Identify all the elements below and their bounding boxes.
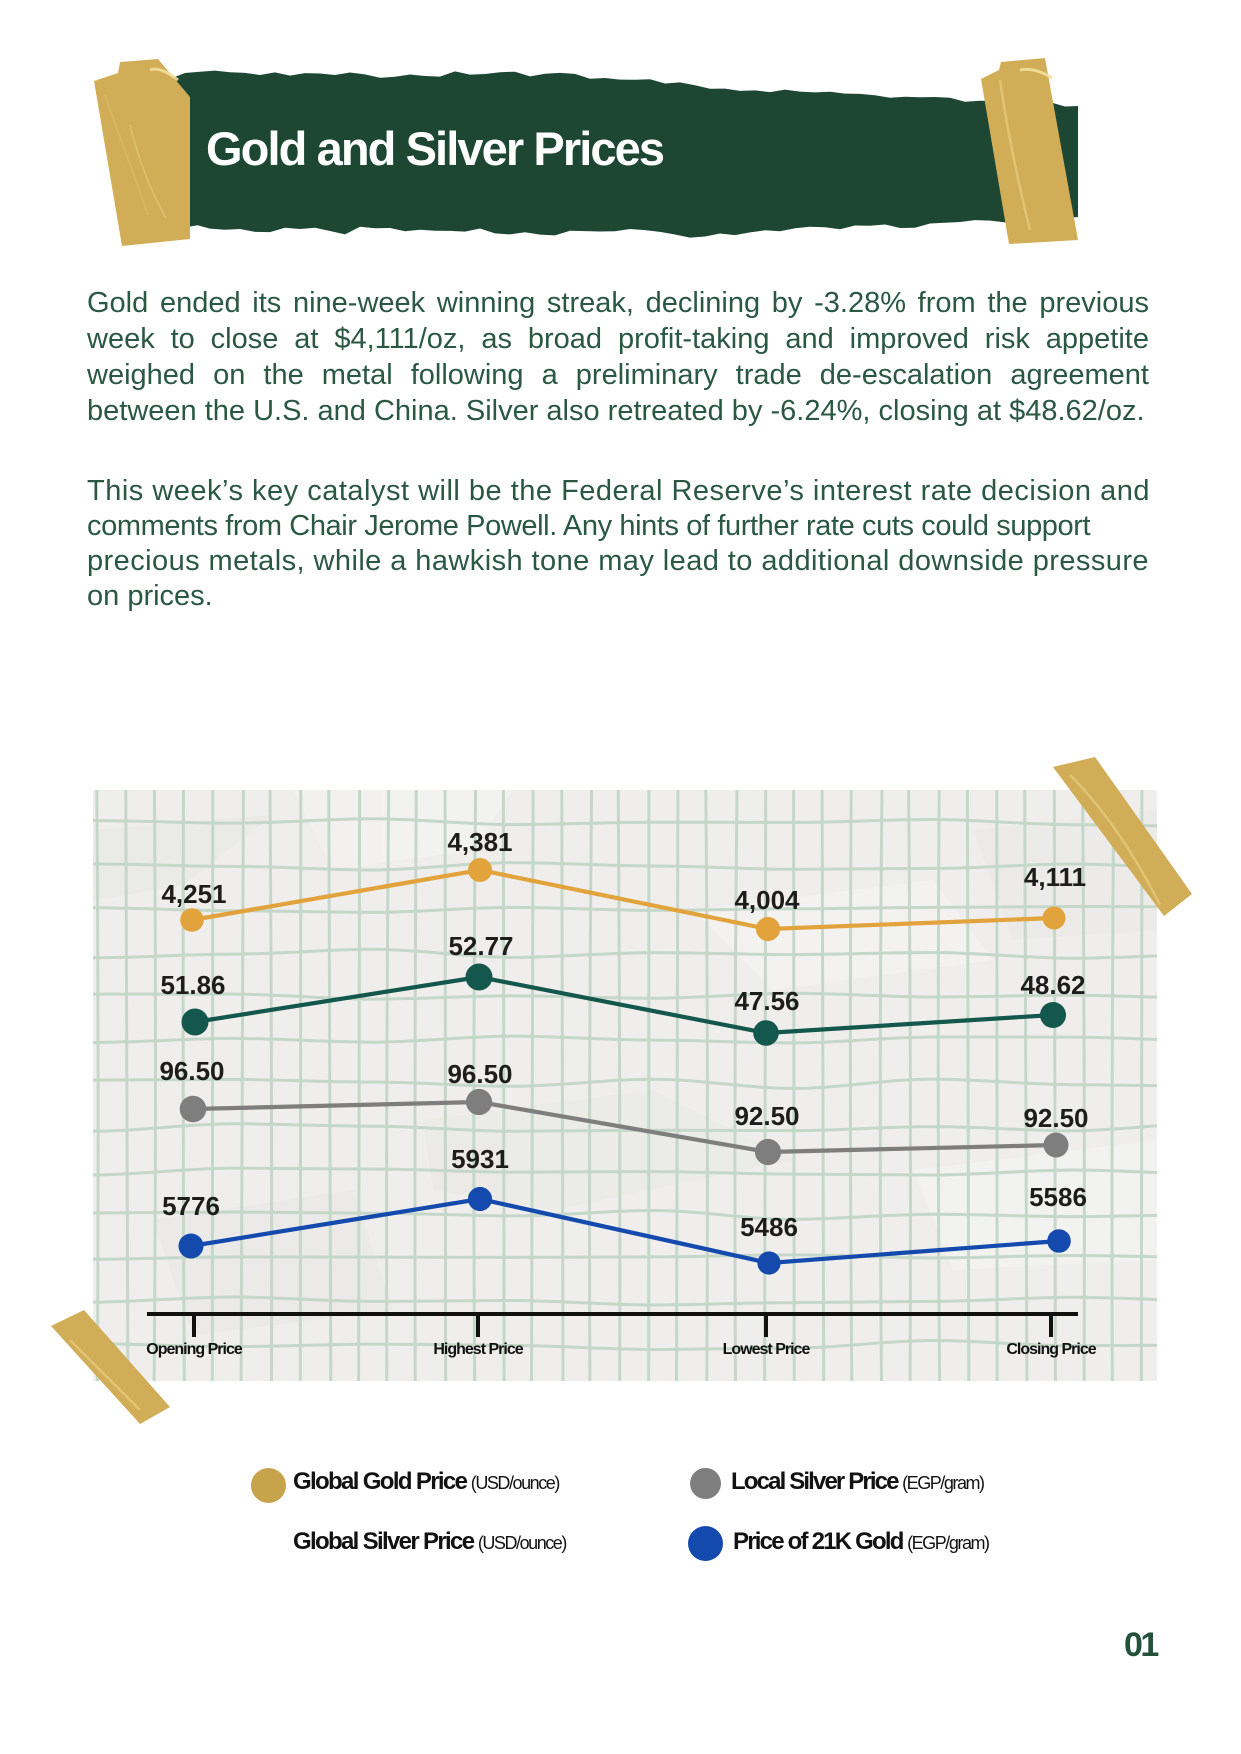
svg-text:92.50: 92.50 xyxy=(734,1101,799,1131)
svg-text:Highest Price: Highest Price xyxy=(433,1341,523,1358)
svg-text:4,251: 4,251 xyxy=(161,879,226,909)
svg-text:Opening Price: Opening Price xyxy=(146,1341,243,1358)
svg-text:Closing Price: Closing Price xyxy=(1006,1341,1096,1358)
svg-text:5931: 5931 xyxy=(451,1144,509,1174)
svg-text:5776: 5776 xyxy=(162,1191,220,1221)
svg-text:96.50: 96.50 xyxy=(447,1059,512,1089)
svg-text:47.56: 47.56 xyxy=(734,986,799,1016)
svg-text:92.50: 92.50 xyxy=(1023,1103,1088,1133)
svg-text:48.62: 48.62 xyxy=(1020,970,1085,1000)
svg-text:Lowest Price: Lowest Price xyxy=(723,1341,811,1358)
svg-text:5586: 5586 xyxy=(1029,1182,1087,1212)
svg-text:5486: 5486 xyxy=(740,1212,798,1242)
svg-text:51.86: 51.86 xyxy=(160,970,225,1000)
svg-text:4,111: 4,111 xyxy=(1024,862,1086,892)
svg-text:4,381: 4,381 xyxy=(447,827,512,857)
svg-text:4,004: 4,004 xyxy=(734,885,800,915)
svg-text:96.50: 96.50 xyxy=(159,1056,224,1086)
svg-text:52.77: 52.77 xyxy=(448,931,513,961)
